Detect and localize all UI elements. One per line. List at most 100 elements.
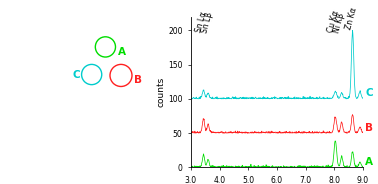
Circle shape <box>47 32 63 49</box>
Circle shape <box>166 49 171 54</box>
Circle shape <box>99 121 121 144</box>
Text: Ni Kβ: Ni Kβ <box>333 12 347 34</box>
Circle shape <box>0 63 15 77</box>
Circle shape <box>115 86 134 105</box>
Circle shape <box>95 46 107 57</box>
Circle shape <box>5 142 24 160</box>
Circle shape <box>16 22 28 33</box>
Circle shape <box>144 101 156 113</box>
Circle shape <box>37 22 73 59</box>
Circle shape <box>136 49 150 62</box>
Circle shape <box>163 145 167 149</box>
Circle shape <box>150 109 172 131</box>
Circle shape <box>36 110 44 118</box>
Text: C: C <box>365 88 373 98</box>
Circle shape <box>79 148 86 154</box>
Circle shape <box>86 31 98 43</box>
Circle shape <box>27 101 54 127</box>
Circle shape <box>33 125 59 151</box>
Circle shape <box>127 72 159 105</box>
Circle shape <box>93 80 98 85</box>
Circle shape <box>87 115 97 125</box>
Text: B: B <box>135 75 143 85</box>
Circle shape <box>132 77 154 100</box>
Circle shape <box>122 31 134 43</box>
Text: Zn Kα: Zn Kα <box>344 6 359 30</box>
Circle shape <box>14 102 30 119</box>
Circle shape <box>16 37 35 55</box>
Circle shape <box>119 90 131 102</box>
Circle shape <box>71 140 93 162</box>
Circle shape <box>42 28 68 53</box>
Circle shape <box>133 45 153 66</box>
Circle shape <box>99 25 114 41</box>
Circle shape <box>36 85 56 106</box>
Circle shape <box>31 105 50 123</box>
Circle shape <box>71 83 90 101</box>
Text: Cu Kα: Cu Kα <box>326 10 341 34</box>
Circle shape <box>17 67 49 99</box>
Circle shape <box>28 78 38 88</box>
Circle shape <box>33 20 48 35</box>
Circle shape <box>91 42 110 61</box>
Circle shape <box>150 64 161 75</box>
Circle shape <box>42 91 50 100</box>
Circle shape <box>127 72 138 83</box>
Circle shape <box>160 42 178 61</box>
Circle shape <box>153 67 159 73</box>
Circle shape <box>159 86 171 98</box>
Circle shape <box>38 112 43 116</box>
Circle shape <box>101 28 111 38</box>
Circle shape <box>119 129 138 147</box>
Circle shape <box>163 46 175 57</box>
Circle shape <box>91 87 111 108</box>
Circle shape <box>103 96 125 118</box>
Circle shape <box>56 92 83 118</box>
Circle shape <box>15 76 22 82</box>
Circle shape <box>89 77 101 89</box>
Circle shape <box>143 22 180 59</box>
Circle shape <box>156 83 174 101</box>
Circle shape <box>39 26 42 29</box>
Circle shape <box>115 24 141 50</box>
Circle shape <box>30 80 36 86</box>
Circle shape <box>109 102 119 112</box>
Circle shape <box>78 90 83 94</box>
Circle shape <box>137 93 164 120</box>
Circle shape <box>36 23 45 33</box>
Circle shape <box>160 118 163 122</box>
Circle shape <box>108 44 130 67</box>
Circle shape <box>158 116 165 123</box>
Circle shape <box>61 13 79 31</box>
Circle shape <box>141 53 146 58</box>
Circle shape <box>105 66 115 74</box>
Circle shape <box>67 79 94 105</box>
Circle shape <box>17 133 38 154</box>
Circle shape <box>37 59 66 88</box>
Circle shape <box>3 65 12 75</box>
Circle shape <box>73 47 81 56</box>
Circle shape <box>25 141 30 146</box>
Circle shape <box>56 80 73 97</box>
Circle shape <box>13 18 31 37</box>
Circle shape <box>13 74 24 85</box>
Circle shape <box>140 131 153 145</box>
Circle shape <box>6 26 20 40</box>
Circle shape <box>48 112 62 127</box>
Circle shape <box>165 47 173 56</box>
Circle shape <box>107 130 113 135</box>
Circle shape <box>55 142 73 160</box>
Circle shape <box>44 108 66 131</box>
Circle shape <box>3 114 15 125</box>
Circle shape <box>77 146 87 156</box>
Circle shape <box>21 137 34 150</box>
Circle shape <box>138 84 148 93</box>
Circle shape <box>84 112 99 127</box>
Circle shape <box>13 129 42 158</box>
Circle shape <box>15 37 59 81</box>
Circle shape <box>98 95 104 100</box>
Circle shape <box>31 81 60 110</box>
Circle shape <box>81 109 103 131</box>
Circle shape <box>42 64 60 83</box>
Circle shape <box>39 103 71 136</box>
